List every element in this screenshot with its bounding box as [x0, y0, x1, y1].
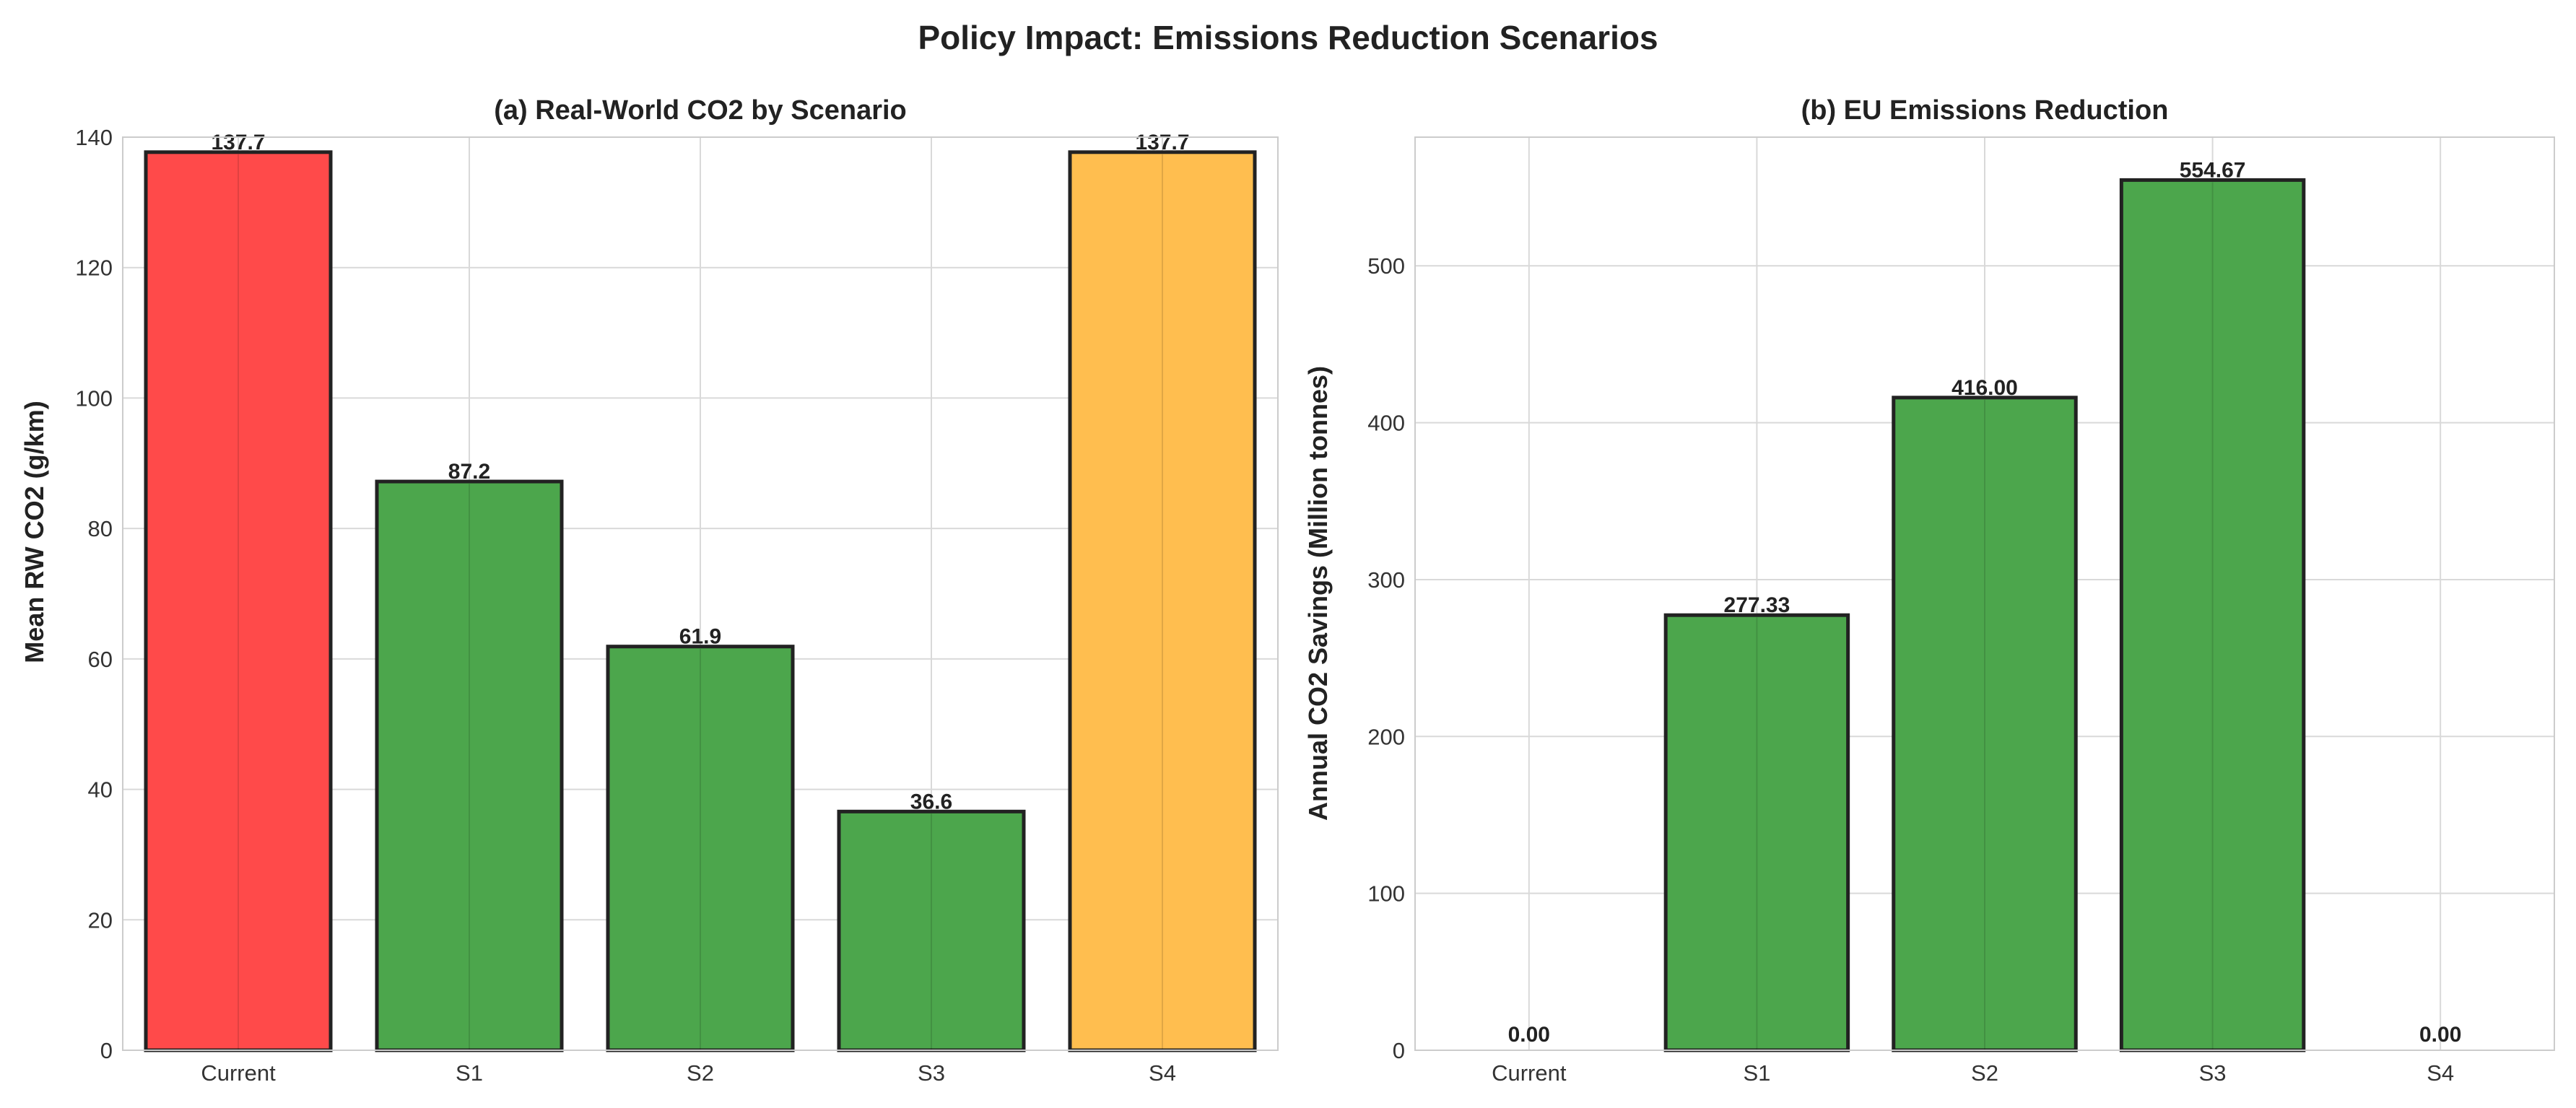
y-tick-label: 120	[75, 256, 113, 281]
y-tick-label: 80	[88, 516, 113, 541]
x-tick-label: S1	[1743, 1060, 1770, 1086]
x-tick-label: S1	[456, 1060, 483, 1086]
data-label: 554.67	[2180, 158, 2246, 182]
chart-title-b: (b) EU Emissions Reduction	[1801, 95, 2169, 126]
data-label: 0.00	[2419, 1023, 2461, 1047]
chart-title-a: (a) Real-World CO2 by Scenario	[494, 95, 907, 126]
chart-panel-a: (a) Real-World CO2 by Scenario Mean RW C…	[19, 95, 1279, 1086]
x-tick-label: S3	[918, 1060, 945, 1086]
chart-panel-b: (b) EU Emissions Reduction Annual CO2 Sa…	[1303, 95, 2555, 1086]
bar-s2	[606, 645, 795, 1052]
plot-area-b	[1414, 136, 2555, 1051]
x-tick-label: S4	[2427, 1060, 2454, 1086]
data-label: 137.7	[1135, 131, 1189, 154]
y-tick-label: 400	[1367, 411, 1405, 436]
y-tick-label: 0	[100, 1038, 113, 1063]
plot-area-a	[122, 136, 1279, 1051]
data-label: 87.2	[448, 460, 490, 484]
y-tick-label: 60	[88, 647, 113, 672]
y-tick-label: 40	[88, 777, 113, 803]
bar-s2	[1892, 396, 2078, 1052]
bar-s4	[1068, 150, 1257, 1052]
bar-s1	[375, 479, 564, 1052]
x-tick-label: Current	[1492, 1060, 1567, 1086]
x-tick-label: S2	[687, 1060, 714, 1086]
y-axis-label-a: Mean RW CO2 (g/km)	[19, 401, 49, 663]
y-tick-label: 140	[75, 125, 113, 150]
y-tick-label: 100	[75, 385, 113, 411]
data-label: 137.7	[211, 131, 265, 154]
y-tick-label: 200	[1367, 724, 1405, 749]
data-label: 61.9	[679, 625, 721, 649]
bar-current	[144, 150, 333, 1052]
data-label: 416.00	[1951, 376, 2018, 400]
data-label: 36.6	[910, 790, 952, 813]
y-tick-label: 100	[1367, 881, 1405, 907]
bar-s3	[2119, 178, 2306, 1052]
x-tick-label: S3	[2199, 1060, 2227, 1086]
y-axis-label-b: Annual CO2 Savings (Million tonnes)	[1303, 366, 1333, 821]
y-tick-label: 300	[1367, 567, 1405, 593]
y-tick-label: 0	[1393, 1038, 1405, 1063]
bar-s3	[837, 809, 1026, 1052]
figure-title: Policy Impact: Emissions Reduction Scena…	[918, 19, 1658, 56]
data-label: 277.33	[1724, 593, 1790, 617]
x-tick-label: Current	[201, 1060, 276, 1086]
x-tick-label: S4	[1149, 1060, 1176, 1086]
y-tick-label: 500	[1367, 253, 1405, 279]
y-tick-label: 20	[88, 907, 113, 933]
x-tick-label: S2	[1971, 1060, 1998, 1086]
data-label: 0.00	[1508, 1023, 1550, 1047]
